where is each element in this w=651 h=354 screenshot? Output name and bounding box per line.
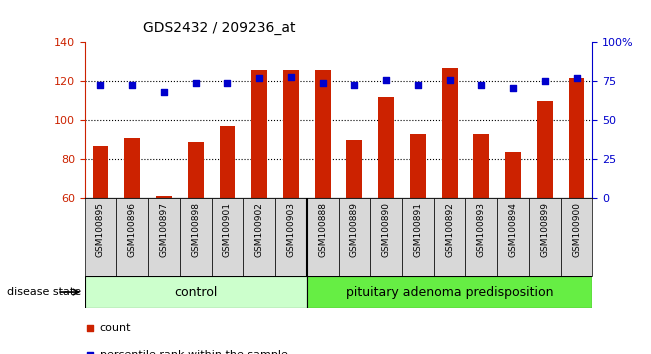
FancyBboxPatch shape bbox=[370, 198, 402, 276]
Bar bbox=[378, 97, 394, 198]
Point bbox=[540, 79, 550, 84]
Point bbox=[508, 85, 518, 91]
Text: GSM100903: GSM100903 bbox=[286, 202, 296, 257]
Text: GSM100891: GSM100891 bbox=[413, 202, 422, 257]
FancyBboxPatch shape bbox=[307, 276, 592, 308]
Text: GSM100899: GSM100899 bbox=[540, 202, 549, 257]
Text: GSM100894: GSM100894 bbox=[508, 202, 518, 257]
Text: GSM100890: GSM100890 bbox=[381, 202, 391, 257]
FancyBboxPatch shape bbox=[434, 198, 465, 276]
Bar bbox=[410, 134, 426, 198]
Point bbox=[222, 80, 232, 86]
Bar bbox=[92, 146, 109, 198]
Text: GSM100892: GSM100892 bbox=[445, 202, 454, 257]
Text: GSM100901: GSM100901 bbox=[223, 202, 232, 257]
Point bbox=[380, 218, 390, 224]
Text: control: control bbox=[174, 286, 217, 298]
Bar bbox=[314, 70, 331, 198]
Point bbox=[191, 80, 201, 86]
Bar bbox=[346, 140, 363, 198]
FancyBboxPatch shape bbox=[402, 198, 434, 276]
Point bbox=[445, 77, 455, 83]
FancyBboxPatch shape bbox=[85, 276, 307, 308]
Text: GSM100895: GSM100895 bbox=[96, 202, 105, 257]
Text: GSM100893: GSM100893 bbox=[477, 202, 486, 257]
Point bbox=[127, 82, 137, 87]
Text: percentile rank within the sample: percentile rank within the sample bbox=[100, 350, 288, 354]
FancyBboxPatch shape bbox=[307, 198, 339, 276]
FancyBboxPatch shape bbox=[465, 198, 497, 276]
FancyBboxPatch shape bbox=[497, 198, 529, 276]
FancyBboxPatch shape bbox=[148, 198, 180, 276]
Bar bbox=[156, 196, 172, 198]
FancyBboxPatch shape bbox=[243, 198, 275, 276]
Bar bbox=[505, 152, 521, 198]
Bar bbox=[441, 68, 458, 198]
Bar bbox=[219, 126, 236, 198]
Point bbox=[476, 82, 486, 87]
Text: count: count bbox=[100, 323, 132, 333]
Text: pituitary adenoma predisposition: pituitary adenoma predisposition bbox=[346, 286, 553, 298]
Text: GSM100896: GSM100896 bbox=[128, 202, 137, 257]
Text: GSM100902: GSM100902 bbox=[255, 202, 264, 257]
Bar bbox=[537, 101, 553, 198]
Point bbox=[413, 82, 423, 87]
FancyBboxPatch shape bbox=[275, 198, 307, 276]
FancyBboxPatch shape bbox=[529, 198, 561, 276]
Point bbox=[254, 75, 264, 81]
FancyBboxPatch shape bbox=[339, 198, 370, 276]
FancyBboxPatch shape bbox=[561, 198, 592, 276]
Text: GSM100897: GSM100897 bbox=[159, 202, 169, 257]
Bar bbox=[187, 142, 204, 198]
Point bbox=[286, 74, 296, 80]
Point bbox=[572, 75, 582, 81]
Point bbox=[159, 90, 169, 95]
Bar bbox=[568, 78, 585, 198]
Bar bbox=[124, 138, 140, 198]
Point bbox=[381, 77, 391, 83]
Text: disease state: disease state bbox=[7, 287, 81, 297]
Bar bbox=[283, 70, 299, 198]
Text: GSM100888: GSM100888 bbox=[318, 202, 327, 257]
FancyBboxPatch shape bbox=[85, 198, 117, 276]
Bar bbox=[473, 134, 490, 198]
Point bbox=[95, 82, 105, 87]
Text: GSM100900: GSM100900 bbox=[572, 202, 581, 257]
Point bbox=[318, 80, 328, 86]
Bar bbox=[251, 70, 267, 198]
Text: GDS2432 / 209236_at: GDS2432 / 209236_at bbox=[143, 21, 296, 35]
Text: GSM100898: GSM100898 bbox=[191, 202, 201, 257]
FancyBboxPatch shape bbox=[117, 198, 148, 276]
Point bbox=[349, 82, 359, 87]
FancyBboxPatch shape bbox=[212, 198, 243, 276]
Text: GSM100889: GSM100889 bbox=[350, 202, 359, 257]
FancyBboxPatch shape bbox=[180, 198, 212, 276]
